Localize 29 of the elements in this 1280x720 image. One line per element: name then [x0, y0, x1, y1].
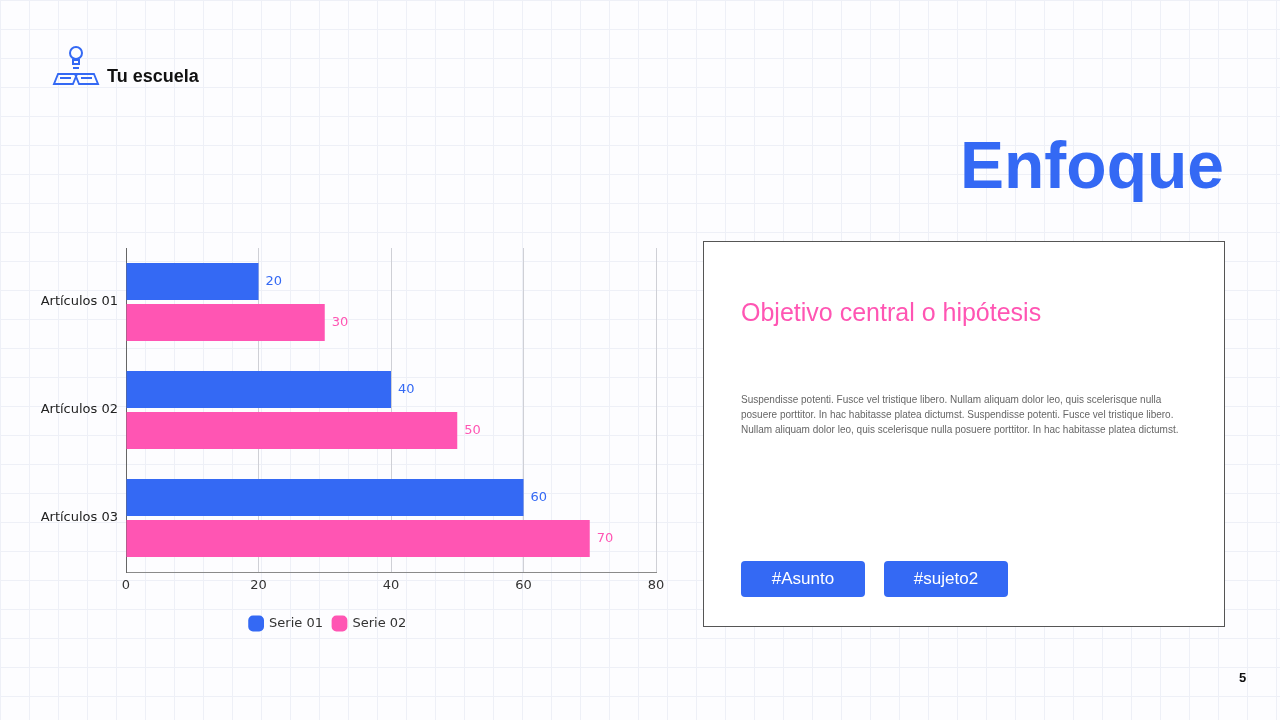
data-label: 30 — [331, 313, 349, 329]
bar — [126, 304, 325, 341]
data-label: 50 — [464, 421, 481, 437]
bar — [126, 520, 590, 557]
x-tick-label: 80 — [647, 577, 665, 593]
y-tick-label: Artículos 01 — [40, 293, 118, 309]
data-label: 70 — [596, 529, 614, 545]
text: Enfoque — [960, 127, 1224, 204]
data-label: 60 — [530, 488, 548, 504]
text: Objetivo central o hipótesis — [741, 297, 1042, 328]
x-tick-label: 0 — [121, 577, 131, 593]
bar — [126, 479, 524, 516]
legend-label: Serie 01 — [269, 614, 324, 630]
x-tick-label: 40 — [382, 577, 400, 593]
bar — [126, 263, 259, 300]
data-label: 20 — [265, 272, 283, 288]
text: Suspendisse potenti. Fusce vel tristique libero. Nullam aliquam dolor leo, quis scelerisque nulla posuere porttitor. In hac habitasse platea dictumst. Suspendisse potenti. Fusce vel tristique libero. Nullam aliquam dolor leo, quis scelerisque nulla posuere porttitor. In hac habitasse platea dictumst. — [741, 393, 1180, 437]
x-tick-label: 20 — [250, 577, 267, 593]
data-label: 40 — [398, 380, 415, 396]
y-tick-label: Artículos 02 — [40, 401, 118, 417]
text: #Asunto — [771, 569, 835, 589]
x-tick-label: 60 — [515, 577, 532, 593]
text: 5 — [1239, 670, 1247, 685]
text: #sujeto2 — [913, 569, 979, 589]
bar — [126, 412, 458, 449]
legend-label: Serie 02 — [352, 614, 407, 630]
y-tick-label: Artículos 03 — [40, 509, 118, 525]
bar — [126, 371, 391, 408]
text: Tu escuela — [107, 65, 199, 87]
